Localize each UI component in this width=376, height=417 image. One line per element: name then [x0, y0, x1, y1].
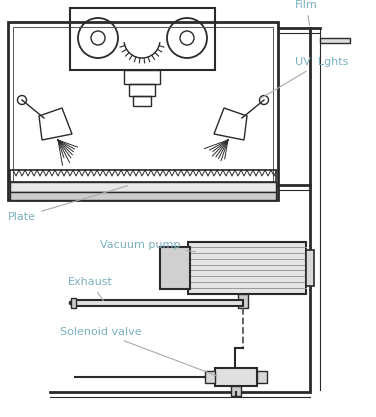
Circle shape	[18, 95, 26, 105]
Bar	[124, 70, 160, 84]
Bar	[13, 27, 273, 195]
Bar	[70, 8, 215, 70]
Bar	[188, 242, 306, 294]
Text: Film: Film	[295, 0, 318, 25]
Text: UV  Lghts: UV Lghts	[261, 57, 349, 98]
Bar	[205, 371, 215, 383]
Bar	[238, 294, 248, 308]
Bar	[160, 247, 190, 289]
Bar	[10, 182, 276, 192]
Bar	[10, 170, 276, 182]
Bar	[75, 300, 243, 306]
Bar	[8, 22, 278, 200]
Bar	[231, 386, 241, 396]
Bar	[71, 298, 76, 308]
Text: Solenoid valve: Solenoid valve	[60, 327, 217, 376]
Bar	[306, 250, 314, 286]
Text: Exhaust: Exhaust	[68, 277, 113, 301]
Bar	[133, 96, 151, 106]
Bar	[320, 38, 350, 43]
Text: Vacuum pump: Vacuum pump	[100, 240, 195, 252]
Bar	[215, 368, 257, 386]
Circle shape	[69, 301, 73, 305]
Bar	[257, 371, 267, 383]
Text: Plate: Plate	[8, 186, 127, 222]
Bar	[10, 192, 276, 200]
Circle shape	[259, 95, 268, 105]
Bar	[129, 84, 155, 96]
